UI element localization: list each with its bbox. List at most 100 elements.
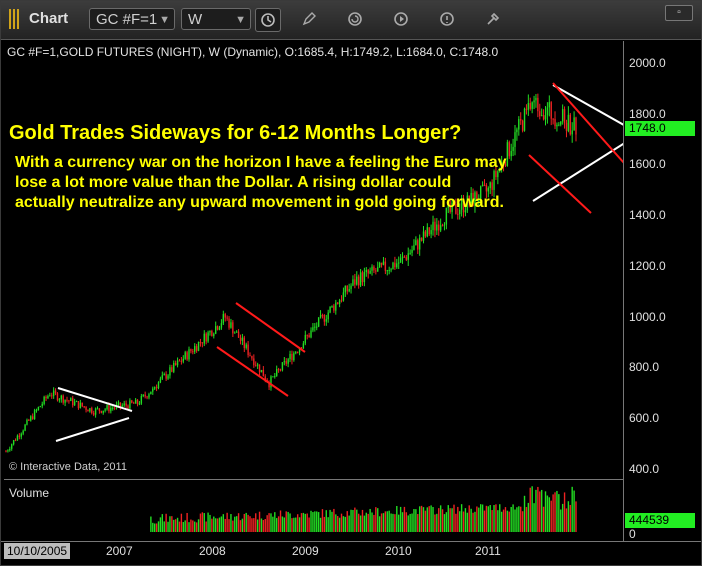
candle-body <box>350 285 352 289</box>
candle-body <box>464 210 467 213</box>
volume-bar <box>390 513 392 532</box>
chevron-down-icon[interactable]: ▼ <box>159 14 170 26</box>
candle-body <box>49 395 51 397</box>
candle-body <box>462 200 465 213</box>
candle-body <box>26 419 28 425</box>
candle-body <box>325 319 327 322</box>
volume-bar <box>220 516 223 532</box>
play-button[interactable] <box>389 8 413 30</box>
volume-bar <box>569 504 571 532</box>
candle-body <box>520 119 522 121</box>
candle-body <box>260 369 263 373</box>
candle-body <box>537 97 539 112</box>
candle-body <box>249 355 251 357</box>
volume-bar <box>258 511 261 532</box>
chart-info-line: GC #F=1,GOLD FUTURES (NIGHT), W (Dynamic… <box>7 45 499 59</box>
volume-bar <box>436 513 438 532</box>
volume-bar <box>188 522 190 532</box>
alert-button[interactable] <box>435 8 459 30</box>
candle-body <box>131 400 133 403</box>
volume-bar <box>386 511 388 532</box>
symbol-input[interactable]: GC #F=1 ▼ <box>89 8 175 30</box>
volume-bar <box>153 523 156 532</box>
volume-bar <box>415 509 417 532</box>
volume-bar <box>235 516 238 532</box>
volume-bar <box>531 486 533 532</box>
volume-bar <box>565 508 568 532</box>
time-axis[interactable] <box>1 541 701 566</box>
volume-bar <box>459 511 461 532</box>
candle-body <box>329 306 331 313</box>
clock-button[interactable] <box>255 8 281 32</box>
candle-body <box>453 202 455 205</box>
volume-bar <box>268 513 270 532</box>
candle-body <box>199 341 202 343</box>
volume-panel[interactable] <box>4 479 623 542</box>
price-chart[interactable] <box>4 41 624 478</box>
candle-body <box>253 358 255 366</box>
settings-button[interactable] <box>481 8 505 30</box>
chevron-down-icon[interactable]: ▼ <box>235 14 246 26</box>
volume-bar <box>249 516 251 532</box>
volume-bar <box>277 516 280 532</box>
volume-bar <box>375 507 377 532</box>
volume-bar <box>451 508 453 532</box>
volume-bar <box>260 518 263 532</box>
price-axis[interactable] <box>623 41 702 541</box>
volume-bar <box>428 506 430 532</box>
candle-body <box>203 333 205 344</box>
volume-bar <box>500 511 503 532</box>
candle-body <box>357 276 360 286</box>
candle-body <box>302 343 305 349</box>
candle-body <box>127 405 129 409</box>
candle-body <box>47 396 49 399</box>
volume-bar <box>439 505 442 532</box>
volume-label: Volume <box>9 486 50 500</box>
volume-bar <box>211 518 213 532</box>
candle-body <box>375 270 377 272</box>
candle-body <box>214 326 217 334</box>
volume-bar <box>478 507 480 532</box>
volume-bar <box>327 517 329 532</box>
candle-body <box>485 185 488 192</box>
volume-bar <box>521 511 524 532</box>
candle-body <box>567 114 570 131</box>
volume-bar <box>527 502 530 532</box>
draw-button[interactable] <box>297 8 321 30</box>
candle-body <box>92 413 95 415</box>
volume-bar <box>426 507 429 532</box>
volume-bar <box>295 517 297 532</box>
maximize-button[interactable]: ▫ <box>665 5 693 21</box>
volume-bar <box>508 511 510 532</box>
candle-body <box>186 352 188 360</box>
volume-bar <box>377 508 379 532</box>
volume-bar <box>161 514 164 532</box>
candle-body <box>136 399 139 405</box>
candle-body <box>209 330 211 333</box>
candle-body <box>232 322 234 334</box>
volume-bar <box>180 513 183 532</box>
candle-body <box>255 365 257 367</box>
candle-body <box>405 257 408 260</box>
candle-body <box>399 258 402 263</box>
volume-bar <box>308 517 310 532</box>
candle-body <box>359 272 362 286</box>
price-axis-tick: 1600.0 <box>629 157 666 172</box>
volume-bar <box>176 517 179 532</box>
price-axis-tick: 1000.0 <box>629 309 666 324</box>
candle-body <box>279 369 282 371</box>
refresh-button[interactable] <box>343 8 367 30</box>
volume-bar <box>548 497 551 532</box>
drag-grip[interactable] <box>9 9 21 29</box>
volume-bar <box>407 515 409 532</box>
volume-bar <box>354 507 356 532</box>
candle-body <box>295 352 297 354</box>
candle-body <box>424 231 427 237</box>
volume-bar <box>342 516 345 532</box>
annotation-body: With a currency war on the horizon I hav… <box>15 154 507 211</box>
time-axis-start: 10/10/2005 <box>4 543 71 559</box>
interval-select[interactable]: W ▼ <box>181 8 251 30</box>
time-axis-label: 2008 <box>199 544 226 558</box>
volume-bar <box>430 505 432 532</box>
